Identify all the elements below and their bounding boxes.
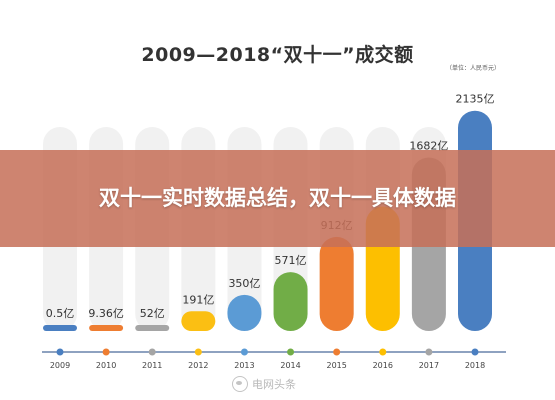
timeline-dot-2018	[471, 348, 479, 356]
value-label-2013: 350亿	[228, 277, 260, 290]
timeline-dot-2012	[194, 348, 202, 356]
unit-note: （单位：人民币元）	[446, 65, 501, 72]
timeline-dot-2009	[56, 348, 64, 356]
bar-2012	[181, 311, 216, 331]
tick-label-2016: 2016	[373, 361, 393, 370]
timeline-dot-2016	[379, 348, 387, 356]
value-label-2011: 52亿	[140, 307, 165, 320]
headline-banner: 双十一实时数据总结，双十一具体数据	[0, 150, 555, 247]
value-label-2010: 9.36亿	[88, 307, 124, 320]
value-label-2009: 0.5亿	[46, 307, 75, 320]
timeline-dot-2017	[425, 348, 433, 356]
timeline-dot-2010	[102, 348, 110, 356]
watermark: 电网头条	[232, 376, 296, 392]
value-label-2012: 191亿	[182, 293, 214, 306]
bar-2014	[273, 272, 308, 331]
value-label-2018: 2135亿	[456, 93, 495, 106]
weibo-logo-icon	[232, 376, 248, 392]
tick-label-2015: 2015	[326, 361, 346, 370]
timeline-dot-2011	[148, 348, 156, 356]
tick-label-2018: 2018	[465, 361, 485, 370]
tick-label-2012: 2012	[188, 361, 208, 370]
bar-2009	[43, 325, 77, 331]
value-label-2017: 1682亿	[409, 139, 448, 152]
tick-label-2013: 2013	[234, 361, 254, 370]
tick-label-2011: 2011	[142, 361, 162, 370]
tick-label-2010: 2010	[96, 361, 116, 370]
tick-label-2017: 2017	[419, 361, 439, 370]
timeline-dot-2014	[287, 348, 295, 356]
bar-2010	[89, 325, 124, 331]
tick-label-2014: 2014	[280, 361, 300, 370]
bar-2011	[135, 325, 170, 331]
tick-label-2009: 2009	[50, 361, 70, 370]
chart-title: 2009—2018“双十一”成交额	[141, 44, 414, 66]
bar-2013	[227, 294, 262, 331]
bar-2015	[319, 236, 354, 331]
timeline-dot-2015	[333, 348, 341, 356]
headline-text: 双十一实时数据总结，双十一具体数据	[99, 186, 456, 210]
timeline-dot-2013	[240, 348, 248, 356]
value-label-2014: 571亿	[275, 254, 307, 267]
watermark-text: 电网头条	[252, 378, 296, 391]
